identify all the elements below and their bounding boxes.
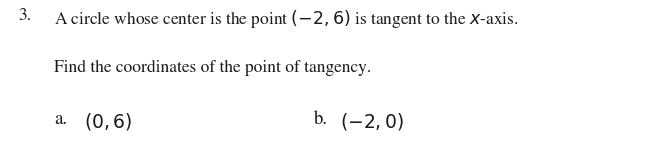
Text: a.: a. xyxy=(54,111,67,128)
Text: Find the coordinates of the point of tangency.: Find the coordinates of the point of tan… xyxy=(54,60,371,76)
Text: A circle whose center is the point $\left(-2,6\right)$ is tangent to the $x$-axi: A circle whose center is the point $\lef… xyxy=(54,8,519,30)
Text: $\left(0,6\right)$: $\left(0,6\right)$ xyxy=(84,111,132,132)
Text: 3.: 3. xyxy=(19,8,32,24)
Text: $\left(-2,0\right)$: $\left(-2,0\right)$ xyxy=(340,111,405,132)
Text: b.: b. xyxy=(314,111,328,128)
